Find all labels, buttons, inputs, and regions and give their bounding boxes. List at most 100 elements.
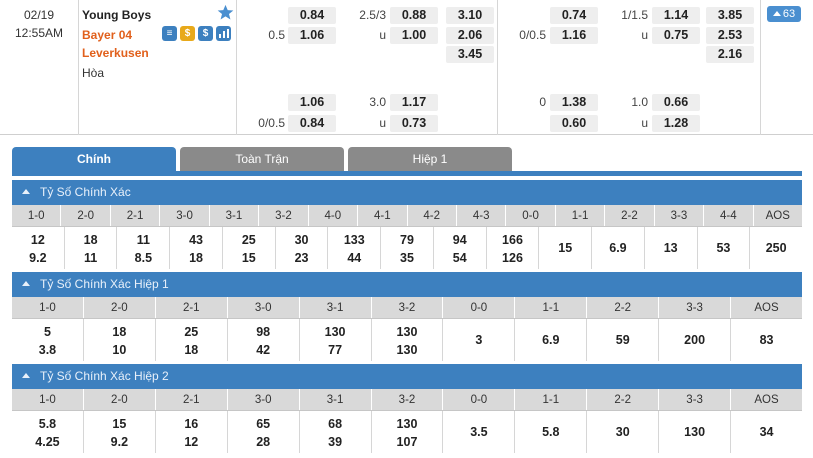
away-score-odd[interactable]: 18 — [189, 251, 204, 265]
away-score-odd[interactable]: 126 — [502, 251, 523, 265]
ht-under-odd[interactable]: 0.75 — [652, 27, 700, 44]
away-score-odd[interactable]: 4.25 — [35, 435, 60, 449]
score-odd-cell[interactable]: 30 — [587, 411, 660, 453]
home-score-odd[interactable]: 25 — [241, 233, 256, 247]
score-odd-cell[interactable]: 25 15 — [223, 227, 276, 269]
home-score-odd[interactable]: 130 — [324, 325, 346, 339]
away-score-odd[interactable]: 54 — [452, 251, 467, 265]
score-odd-cell[interactable]: 3 — [443, 319, 516, 361]
stats-icon[interactable] — [216, 26, 231, 41]
draw-score-odd[interactable]: 6.9 — [609, 241, 627, 255]
draw-score-odd[interactable]: 3.5 — [470, 425, 488, 439]
draw-score-odd[interactable]: 15 — [558, 241, 573, 255]
away-score-odd[interactable]: 39 — [328, 435, 343, 449]
score-odd-cell[interactable]: 34 — [731, 411, 802, 453]
ht-over2-odd[interactable]: 0.66 — [652, 94, 700, 111]
score-odd-cell[interactable]: 68 39 — [300, 411, 372, 453]
draw-score-odd[interactable]: 250 — [765, 241, 787, 255]
score-odd-cell[interactable]: 79 35 — [381, 227, 434, 269]
section-header[interactable]: Tỷ Số Chính Xác Hiệp 2 — [12, 364, 802, 389]
score-odd-cell[interactable]: 25 18 — [156, 319, 228, 361]
home-score-odd[interactable]: 79 — [400, 233, 414, 247]
score-odd-cell[interactable]: 3.5 — [443, 411, 516, 453]
ht-handicap-away-odd[interactable]: 1.16 — [550, 27, 598, 44]
ft-under-odd[interactable]: 1.00 — [390, 27, 438, 44]
draw-score-odd[interactable]: 130 — [684, 425, 706, 439]
away-score-odd[interactable]: 9.2 — [29, 251, 47, 265]
home-score-odd[interactable]: 15 — [112, 417, 127, 431]
away-score-odd[interactable]: 130 — [396, 343, 418, 357]
home-score-odd[interactable]: 133 — [343, 233, 365, 247]
score-odd-cell[interactable]: 6.9 — [592, 227, 645, 269]
away-score-odd[interactable]: 15 — [241, 251, 256, 265]
score-odd-cell[interactable]: 5.8 — [515, 411, 588, 453]
draw-score-odd[interactable]: 53 — [716, 241, 731, 255]
score-odd-cell[interactable]: 43 18 — [170, 227, 223, 269]
home-score-odd[interactable]: 130 — [396, 417, 418, 431]
away-score-odd[interactable]: 44 — [347, 251, 362, 265]
draw-score-odd[interactable]: 5.8 — [542, 425, 560, 439]
home-team[interactable]: Young Boys — [82, 8, 152, 22]
away-score-odd[interactable]: 42 — [256, 343, 271, 357]
ft-handicap-home-odd[interactable]: 0.84 — [288, 7, 336, 24]
section-header[interactable]: Tỷ Số Chính Xác — [12, 180, 802, 205]
score-odd-cell[interactable]: 59 — [587, 319, 660, 361]
score-odd-cell[interactable]: 18 10 — [84, 319, 156, 361]
away-score-odd[interactable]: 35 — [400, 251, 414, 265]
score-odd-cell[interactable]: 200 — [659, 319, 732, 361]
home-score-odd[interactable]: 12 — [30, 233, 45, 247]
home-score-odd[interactable]: 43 — [189, 233, 204, 247]
score-odd-cell[interactable]: 12 9.2 — [12, 227, 65, 269]
score-odd-cell[interactable]: 83 — [731, 319, 802, 361]
list-icon[interactable]: ≡ — [162, 26, 177, 41]
home-score-odd[interactable]: 94 — [452, 233, 467, 247]
draw-score-odd[interactable]: 6.9 — [542, 333, 560, 347]
draw-score-odd[interactable]: 13 — [663, 241, 678, 255]
ft-under2-odd[interactable]: 0.73 — [390, 115, 438, 132]
draw-score-odd[interactable]: 59 — [615, 333, 630, 347]
home-score-odd[interactable]: 166 — [502, 233, 523, 247]
ft-over-odd[interactable]: 0.88 — [390, 7, 438, 24]
ft-1x2-away[interactable]: 2.06 — [446, 27, 494, 44]
score-odd-cell[interactable]: 65 28 — [228, 411, 300, 453]
ft-handicap2-away-odd[interactable]: 0.84 — [288, 115, 336, 132]
score-odd-cell[interactable]: 130 77 — [300, 319, 372, 361]
ht-handicap-home-odd[interactable]: 0.74 — [550, 7, 598, 24]
score-odd-cell[interactable]: 250 — [750, 227, 802, 269]
favorite-star-icon[interactable] — [217, 4, 234, 21]
score-odd-cell[interactable]: 98 42 — [228, 319, 300, 361]
away-score-odd[interactable]: 18 — [184, 343, 199, 357]
away-score-odd[interactable]: 12 — [184, 435, 199, 449]
home-score-odd[interactable]: 5 — [43, 325, 51, 339]
away-team-line2[interactable]: Leverkusen — [82, 46, 149, 60]
away-team[interactable]: Bayer 04 — [82, 28, 133, 42]
away-score-odd[interactable]: 28 — [256, 435, 271, 449]
score-odd-cell[interactable]: 130 107 — [372, 411, 444, 453]
score-odd-cell[interactable]: 130 — [659, 411, 732, 453]
away-score-odd[interactable]: 3.8 — [38, 343, 57, 357]
ht-over-odd[interactable]: 1.14 — [652, 7, 700, 24]
score-odd-cell[interactable]: 133 44 — [328, 227, 382, 269]
score-odd-cell[interactable]: 53 — [698, 227, 751, 269]
score-odd-cell[interactable]: 94 54 — [434, 227, 487, 269]
tab-main[interactable]: Chính — [12, 147, 176, 175]
home-score-odd[interactable]: 5.8 — [38, 417, 57, 431]
ft-handicap2-home-odd[interactable]: 1.06 — [288, 94, 336, 111]
draw-score-odd[interactable]: 30 — [615, 425, 630, 439]
home-score-odd[interactable]: 68 — [328, 417, 343, 431]
home-score-odd[interactable]: 130 — [396, 325, 418, 339]
dollar-icon[interactable]: $ — [198, 26, 213, 41]
score-odd-cell[interactable]: 166 126 — [487, 227, 540, 269]
away-score-odd[interactable]: 23 — [294, 251, 309, 265]
score-odd-cell[interactable]: 15 9.2 — [84, 411, 156, 453]
score-odd-cell[interactable]: 18 11 — [65, 227, 118, 269]
ht-under2-odd[interactable]: 1.28 — [652, 115, 700, 132]
away-score-odd[interactable]: 10 — [112, 343, 127, 357]
draw-score-odd[interactable]: 200 — [684, 333, 706, 347]
score-odd-cell[interactable]: 30 23 — [276, 227, 329, 269]
section-header[interactable]: Tỷ Số Chính Xác Hiệp 1 — [12, 272, 802, 297]
away-score-odd[interactable]: 8.5 — [134, 251, 153, 265]
score-odd-cell[interactable]: 13 — [645, 227, 698, 269]
ft-1x2-home[interactable]: 3.10 — [446, 7, 494, 24]
home-score-odd[interactable]: 25 — [184, 325, 199, 339]
